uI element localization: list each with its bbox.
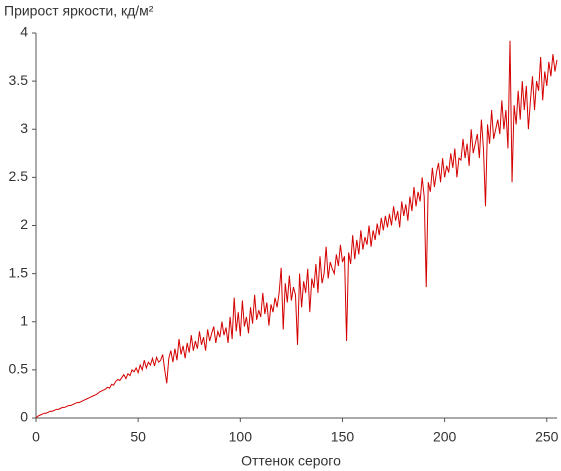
chart-title: Прирост яркости, кд/м² <box>4 3 154 19</box>
y-tick-label: 1.5 <box>9 264 29 280</box>
x-tick-label: 50 <box>130 429 146 445</box>
x-tick-label: 250 <box>535 429 559 445</box>
x-tick-label: 0 <box>32 429 40 445</box>
x-tick-label: 200 <box>433 429 457 445</box>
y-tick-label: 2.5 <box>9 168 29 184</box>
y-tick-label: 3.5 <box>9 72 29 88</box>
y-tick-label: 0 <box>20 409 28 425</box>
y-tick-label: 4 <box>20 24 28 40</box>
y-tick-label: 3 <box>20 120 28 136</box>
y-tick-label: 0.5 <box>9 361 29 377</box>
y-tick-label: 1 <box>20 312 28 328</box>
y-tick-label: 2 <box>20 216 28 232</box>
data-line <box>35 40 558 419</box>
x-tick-label: 150 <box>331 429 355 445</box>
x-axis-label: Оттенок серого <box>241 453 341 469</box>
x-tick-label: 100 <box>229 429 253 445</box>
